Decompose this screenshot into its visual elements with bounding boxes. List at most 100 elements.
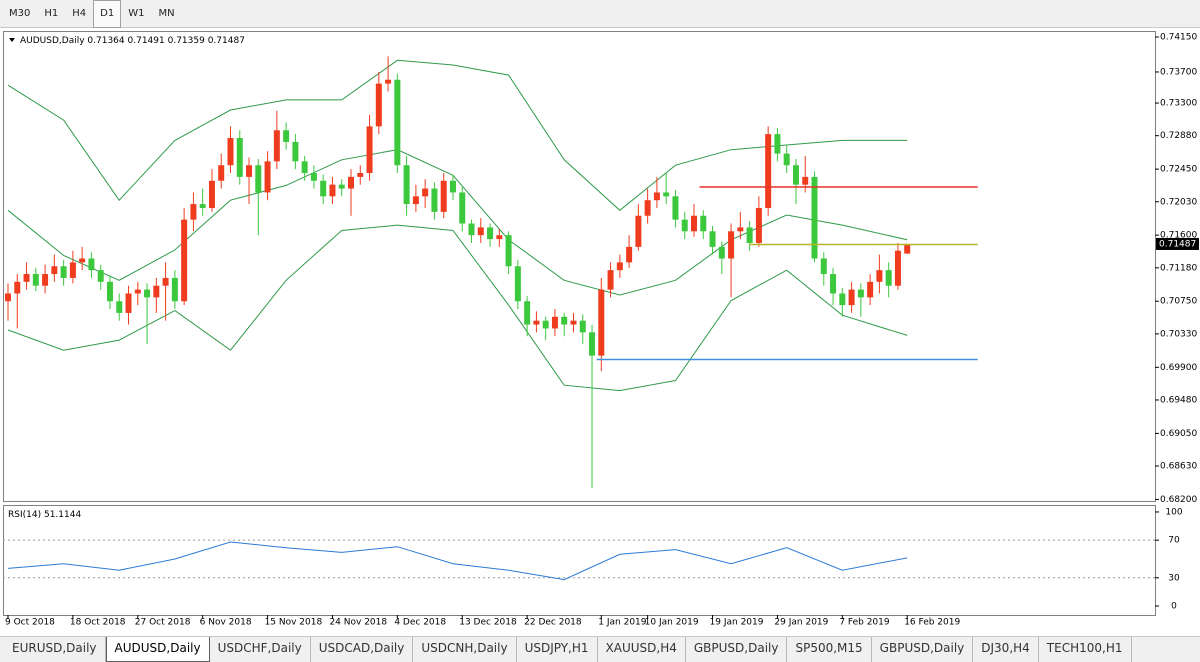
candle-body bbox=[403, 165, 410, 205]
close-value: 0.71487 bbox=[208, 36, 245, 46]
candle-body bbox=[477, 227, 484, 236]
candle-body bbox=[830, 274, 837, 294]
y-tick-label: 0.71600 bbox=[1160, 231, 1197, 241]
candle-body bbox=[904, 243, 911, 254]
x-tick-label: 27 Oct 2018 bbox=[135, 618, 191, 628]
candle-body bbox=[338, 184, 345, 189]
candle-body bbox=[431, 188, 438, 212]
candle-body bbox=[385, 79, 392, 84]
candle-body bbox=[616, 262, 623, 271]
candle-body bbox=[144, 289, 151, 298]
candle-body bbox=[867, 281, 874, 298]
candle-body bbox=[449, 180, 456, 193]
candle-body bbox=[774, 134, 781, 154]
rsi-tick-label: 70 bbox=[1168, 536, 1180, 546]
x-tick-label: 19 Jan 2019 bbox=[710, 618, 764, 628]
candle-body bbox=[42, 274, 49, 286]
candle-body bbox=[765, 134, 772, 208]
candle-body bbox=[839, 293, 846, 306]
candle-body bbox=[246, 165, 253, 177]
candle-body bbox=[746, 227, 753, 243]
y-tick-label: 0.72880 bbox=[1160, 131, 1197, 141]
candle-body bbox=[218, 165, 225, 181]
candle-body bbox=[310, 173, 317, 181]
x-tick-label: 9 Oct 2018 bbox=[5, 618, 55, 628]
candle-body bbox=[681, 219, 688, 232]
symbol-tab[interactable]: TECH100,H1 bbox=[1039, 637, 1132, 662]
candle-body bbox=[134, 289, 141, 294]
candle-body bbox=[802, 176, 809, 185]
candle-body bbox=[709, 231, 716, 247]
candle-body bbox=[672, 196, 679, 220]
rsi-header: RSI(14) 51.1144 bbox=[8, 510, 81, 520]
rsi-tick-label: 0 bbox=[1171, 601, 1177, 611]
symbol-tab[interactable]: DJ30,H4 bbox=[973, 637, 1039, 662]
candle-body bbox=[5, 293, 12, 302]
x-tick-label: 10 Jan 2019 bbox=[645, 618, 699, 628]
timeframe-button[interactable]: M30 bbox=[9, 8, 31, 19]
candle-body bbox=[653, 192, 660, 201]
x-tick-label: 16 Feb 2019 bbox=[904, 618, 960, 628]
candle-body bbox=[820, 258, 827, 275]
chart: AUDUSD,Daily 0.71364 0.71491 0.71359 0.7… bbox=[0, 28, 1200, 636]
candle-body bbox=[88, 258, 95, 271]
rsi-line bbox=[7, 541, 908, 581]
candle-body bbox=[848, 289, 855, 306]
symbol: AUDUSD,Daily bbox=[20, 36, 85, 46]
symbol-tab[interactable]: USDCNH,Daily bbox=[413, 637, 517, 662]
candle-body bbox=[783, 153, 790, 166]
candle-body bbox=[524, 301, 531, 325]
candle-body bbox=[579, 320, 586, 333]
symbol-tab[interactable]: EURUSD,Daily bbox=[4, 637, 106, 662]
timeframe-button[interactable]: H4 bbox=[72, 8, 87, 19]
candle-body bbox=[153, 285, 160, 298]
current-price-label: 0.71487 bbox=[1159, 239, 1196, 249]
candle-body bbox=[181, 219, 188, 302]
candle-body bbox=[264, 161, 271, 193]
timeframe-button[interactable]: W1 bbox=[128, 8, 145, 19]
candle-body bbox=[273, 130, 280, 162]
candle-body bbox=[440, 180, 447, 212]
y-tick-label: 0.74150 bbox=[1160, 32, 1197, 42]
candle-body bbox=[811, 176, 818, 259]
candle-body bbox=[97, 270, 104, 282]
symbol-tab[interactable]: GBPUSD,Daily bbox=[872, 637, 974, 662]
candle-body bbox=[570, 320, 577, 325]
y-tick-label: 0.68200 bbox=[1160, 495, 1197, 505]
x-tick-label: 6 Nov 2018 bbox=[200, 618, 252, 628]
timeframe-toolbar: M30 H1 H4 D1 W1 MN bbox=[0, 0, 1200, 28]
candle-body bbox=[14, 281, 21, 294]
candle-body bbox=[255, 165, 262, 193]
candle-body bbox=[394, 79, 401, 166]
symbol-tab[interactable]: GBPUSD,Daily bbox=[686, 637, 788, 662]
x-tick-label: 24 Nov 2018 bbox=[329, 618, 387, 628]
candle-body bbox=[598, 289, 605, 356]
symbol-tab[interactable]: AUDUSD,Daily bbox=[105, 637, 210, 662]
open-value: 0.71364 bbox=[87, 36, 124, 46]
timeframe-button[interactable]: H1 bbox=[44, 8, 59, 19]
x-tick-label: 1 Jan 2019 bbox=[598, 618, 646, 628]
y-tick-label: 0.71180 bbox=[1160, 263, 1197, 273]
candle-body bbox=[505, 235, 512, 267]
candle-body bbox=[468, 223, 475, 236]
candle-body bbox=[69, 262, 76, 278]
candle-body bbox=[23, 274, 30, 282]
candle-body bbox=[32, 274, 39, 286]
timeframe-button[interactable]: MN bbox=[158, 8, 175, 19]
symbol-tabs: EURUSD,Daily AUDUSD,Daily USDCHF,Daily USDC… bbox=[0, 636, 1200, 662]
candle-body bbox=[236, 138, 243, 177]
candle-body bbox=[876, 270, 883, 282]
symbol-tab[interactable]: USDCAD,Daily bbox=[311, 637, 414, 662]
symbol-tab[interactable]: XAUUSD,H4 bbox=[598, 637, 686, 662]
candle-body bbox=[700, 215, 707, 232]
candle-body bbox=[561, 316, 568, 325]
candle-body bbox=[162, 277, 169, 286]
symbol-tab[interactable]: SP500,M15 bbox=[787, 637, 872, 662]
timeframe-button[interactable]: D1 bbox=[93, 0, 122, 28]
y-tick-label: 0.73700 bbox=[1160, 67, 1197, 77]
symbol-tab[interactable]: USDCHF,Daily bbox=[210, 637, 311, 662]
candle-body bbox=[459, 192, 466, 224]
bollinger-upper bbox=[7, 59, 908, 211]
candle-body bbox=[644, 200, 651, 216]
symbol-tab[interactable]: USDJPY,H1 bbox=[517, 637, 598, 662]
